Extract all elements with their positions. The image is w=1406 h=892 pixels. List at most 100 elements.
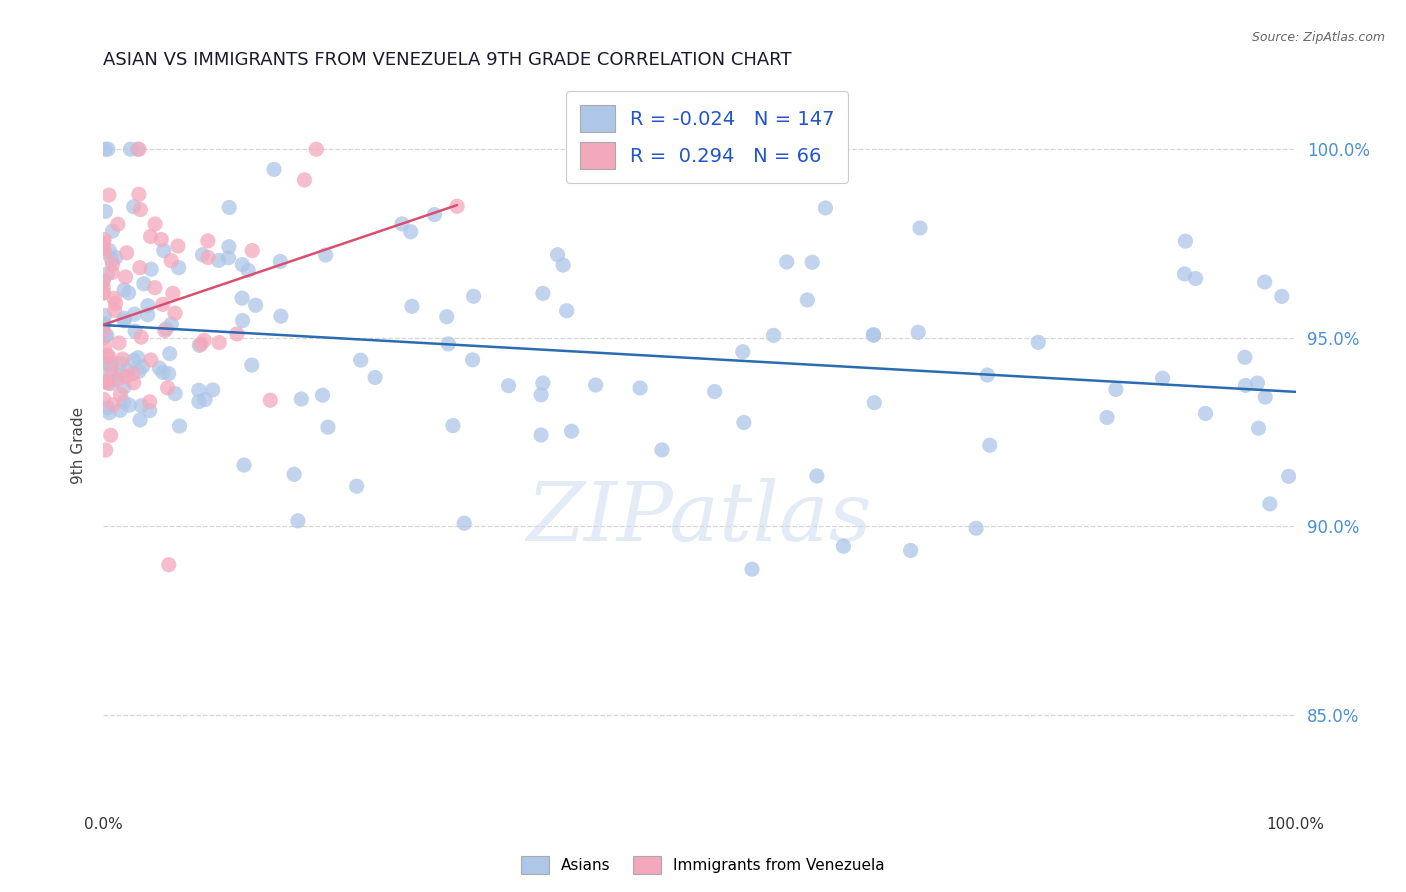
- Point: [441, 418, 464, 433]
- Point: [152, 244, 174, 258]
- Point: [703, 384, 725, 399]
- Point: [157, 367, 180, 381]
- Point: [193, 333, 215, 347]
- Point: [585, 378, 607, 392]
- Point: [94, 204, 117, 219]
- Point: [862, 327, 884, 342]
- Point: [120, 142, 142, 156]
- Point: [907, 326, 929, 340]
- Point: [461, 352, 484, 367]
- Point: [129, 202, 152, 217]
- Point: [143, 280, 166, 294]
- Point: [976, 368, 998, 382]
- Point: [94, 375, 117, 389]
- Point: [128, 187, 150, 202]
- Point: [138, 403, 160, 417]
- Point: [197, 251, 219, 265]
- Point: [187, 384, 209, 398]
- Point: [801, 255, 824, 269]
- Point: [96, 348, 118, 362]
- Point: [94, 443, 117, 458]
- Point: [498, 378, 520, 392]
- Point: [245, 298, 267, 312]
- Point: [776, 255, 799, 269]
- Point: [162, 286, 184, 301]
- Point: [136, 308, 159, 322]
- Point: [91, 274, 114, 288]
- Point: [152, 366, 174, 380]
- Point: [238, 263, 260, 277]
- Point: [423, 208, 446, 222]
- Point: [112, 313, 135, 327]
- Point: [136, 299, 159, 313]
- Point: [731, 344, 754, 359]
- Point: [96, 328, 118, 343]
- Point: [862, 328, 884, 343]
- Point: [124, 324, 146, 338]
- Point: [148, 361, 170, 376]
- Point: [94, 142, 117, 156]
- Point: [156, 381, 179, 395]
- Point: [128, 364, 150, 378]
- Point: [131, 359, 153, 374]
- Point: [115, 369, 138, 384]
- Point: [346, 479, 368, 493]
- Point: [208, 253, 231, 268]
- Point: [160, 253, 183, 268]
- Point: [93, 241, 115, 255]
- Point: [104, 296, 127, 310]
- Point: [112, 311, 135, 326]
- Point: [741, 562, 763, 576]
- Point: [436, 310, 458, 324]
- Point: [91, 274, 114, 288]
- Point: [1026, 335, 1049, 350]
- Point: [315, 248, 337, 262]
- Point: [108, 357, 131, 371]
- Point: [217, 251, 239, 265]
- Point: [908, 221, 931, 235]
- Text: ASIAN VS IMMIGRANTS FROM VENEZUELA 9TH GRADE CORRELATION CHART: ASIAN VS IMMIGRANTS FROM VENEZUELA 9TH G…: [103, 51, 792, 69]
- Point: [93, 285, 115, 300]
- Point: [1233, 351, 1256, 365]
- Point: [129, 413, 152, 427]
- Point: [218, 201, 240, 215]
- Point: [530, 428, 553, 442]
- Point: [96, 267, 118, 281]
- Point: [531, 376, 554, 390]
- Point: [93, 309, 115, 323]
- Point: [128, 142, 150, 156]
- Point: [965, 521, 987, 535]
- Point: [105, 372, 128, 386]
- Point: [97, 142, 120, 156]
- Point: [110, 387, 132, 401]
- Point: [832, 539, 855, 553]
- Point: [112, 380, 135, 394]
- Point: [1234, 378, 1257, 392]
- Point: [311, 388, 333, 402]
- Point: [463, 289, 485, 303]
- Point: [863, 395, 886, 409]
- Point: [270, 309, 292, 323]
- Point: [122, 200, 145, 214]
- Point: [131, 399, 153, 413]
- Point: [226, 326, 249, 341]
- Point: [1152, 371, 1174, 385]
- Point: [93, 356, 115, 370]
- Point: [167, 239, 190, 253]
- Point: [305, 142, 328, 156]
- Point: [100, 368, 122, 382]
- Point: [93, 392, 115, 407]
- Text: ZIPatlas: ZIPatlas: [527, 478, 872, 558]
- Point: [287, 514, 309, 528]
- Point: [555, 303, 578, 318]
- Point: [150, 232, 173, 246]
- Point: [104, 251, 127, 265]
- Point: [91, 285, 114, 300]
- Point: [152, 297, 174, 311]
- Point: [93, 317, 115, 331]
- Point: [1194, 407, 1216, 421]
- Point: [551, 258, 574, 272]
- Point: [97, 376, 120, 391]
- Point: [531, 286, 554, 301]
- Point: [101, 266, 124, 280]
